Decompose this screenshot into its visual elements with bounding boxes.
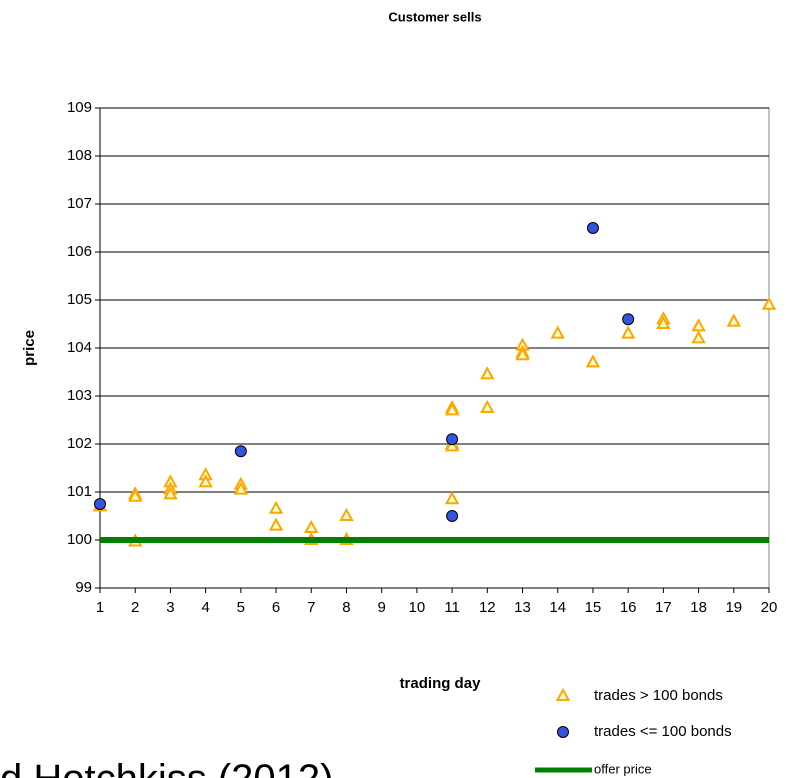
triangle-marker	[555, 687, 571, 701]
x-tick-label: 3	[166, 599, 174, 616]
circle-marker	[446, 510, 459, 522]
x-tick-label: 13	[514, 599, 531, 616]
y-tick-label: 106	[67, 243, 92, 260]
x-tick-label: 5	[237, 599, 245, 616]
triangle-marker	[339, 507, 354, 521]
y-tick-label: 100	[67, 531, 92, 548]
triangle-marker	[444, 438, 460, 452]
x-tick-label: 4	[201, 599, 209, 616]
y-tick-label: 108	[67, 147, 92, 164]
x-tick-label: 2	[131, 599, 139, 616]
triangle-marker	[268, 500, 284, 514]
x-tick-label: 1	[96, 599, 104, 616]
triangle-marker	[128, 488, 143, 502]
x-tick-label: 7	[307, 599, 315, 616]
x-tick-label: 6	[272, 599, 280, 616]
circle-marker	[557, 726, 569, 738]
triangle-marker	[585, 354, 601, 368]
triangle-marker	[761, 296, 777, 310]
triangle-marker	[620, 325, 636, 339]
triangle-marker	[444, 402, 460, 416]
y-tick-label: 103	[67, 387, 92, 404]
triangle-marker	[691, 318, 706, 332]
x-tick-label: 17	[655, 599, 672, 616]
y-axis-label: price	[21, 330, 38, 366]
triangle-marker	[163, 486, 178, 500]
triangle-marker	[726, 313, 741, 327]
x-tick-label: 15	[585, 599, 602, 616]
x-tick-label: 14	[549, 599, 566, 616]
circle-marker	[234, 445, 247, 458]
triangle-marker	[656, 315, 671, 329]
y-tick-label: 109	[67, 99, 92, 116]
x-tick-label: 10	[409, 599, 426, 616]
circle-marker	[622, 313, 635, 326]
chart-title: Customer sells	[388, 9, 481, 24]
y-tick-label: 99	[75, 579, 92, 596]
source-annotation: d Hotchkiss (2012)	[0, 757, 333, 778]
triangle-marker	[515, 347, 530, 361]
x-tick-label: 16	[620, 599, 637, 616]
y-tick-label: 104	[67, 339, 92, 356]
circle-marker	[94, 498, 106, 510]
legend-label: trades <= 100 bonds	[594, 723, 732, 740]
x-tick-label: 8	[342, 599, 350, 616]
x-tick-label: 11	[444, 599, 460, 616]
legend-label: offer price	[594, 761, 652, 776]
triangle-marker	[233, 481, 249, 495]
triangle-marker	[198, 474, 213, 488]
circle-marker	[446, 433, 459, 446]
y-tick-label: 101	[67, 483, 92, 500]
y-tick-label: 107	[67, 195, 92, 212]
x-tick-label: 20	[761, 599, 778, 616]
triangle-marker	[480, 366, 495, 380]
x-tick-label: 12	[479, 599, 496, 616]
circle-marker	[586, 222, 599, 234]
x-axis-label: trading day	[400, 675, 482, 692]
triangle-marker	[691, 330, 706, 344]
legend-label: trades > 100 bonds	[594, 687, 723, 704]
y-tick-label: 105	[67, 291, 92, 308]
triangle-marker	[480, 399, 495, 413]
x-tick-label: 9	[378, 599, 386, 616]
triangle-marker	[268, 517, 284, 531]
x-tick-label: 19	[725, 599, 742, 616]
triangle-marker	[550, 325, 565, 339]
triangle-marker	[304, 519, 319, 533]
triangle-marker	[444, 491, 460, 505]
y-tick-label: 102	[67, 435, 92, 452]
x-tick-label: 18	[690, 599, 707, 616]
